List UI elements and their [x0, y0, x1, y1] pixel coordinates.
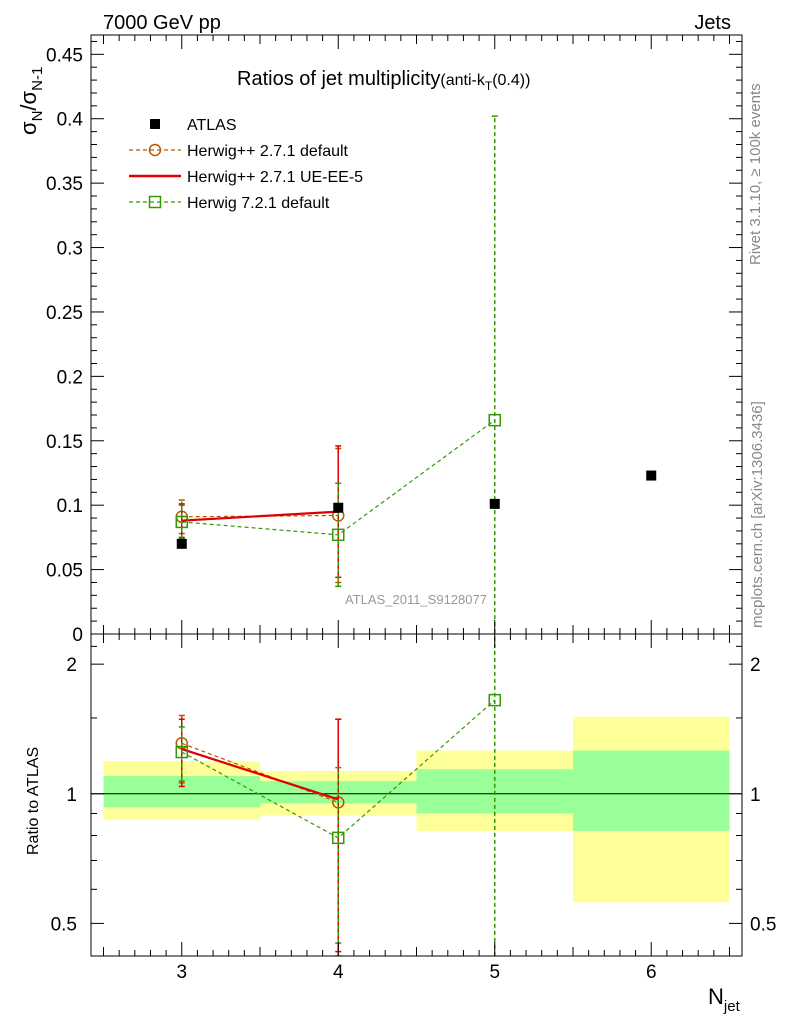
top-y-tick-label: 0.05	[46, 561, 83, 582]
ratio-marker-2-2	[488, 693, 501, 707]
top-marker-3-1	[332, 528, 345, 542]
legend-marker-1	[148, 143, 162, 157]
legend-marker-3	[148, 195, 162, 209]
mcplots-label: mcplots.cern.ch [arXiv:1306.3436]	[749, 401, 766, 628]
x-tick-label: 6	[646, 962, 657, 983]
ratio-y-tick-label: 2	[66, 655, 77, 676]
top-marker-3-0	[175, 515, 189, 529]
top-y-tick-label: 0.1	[57, 496, 83, 517]
ratio-y-tick-label-right: 2	[750, 655, 761, 676]
x-tick-label: 3	[176, 962, 187, 983]
ratio-marker-2-1	[332, 831, 345, 845]
top-y-tick-label: 0.35	[46, 174, 83, 195]
top-series-line-3	[181, 419, 496, 536]
top-y-tick-label: 0	[72, 625, 83, 646]
top-y-tick-label: 0.4	[57, 110, 84, 131]
chart-title: Ratios of jet multiplicity(anti-kT(0.4))	[237, 68, 530, 93]
atlas-data-point-0	[176, 538, 187, 549]
legend-label-1: Herwig++ 2.7.1 default	[187, 143, 349, 160]
ratio-y-label: Ratio to ATLAS	[25, 747, 42, 855]
analysis-watermark: ATLAS_2011_S9128077	[345, 592, 487, 607]
top-y-tick-label: 0.15	[46, 432, 83, 453]
top-y-label: σN/σN-1	[16, 67, 46, 135]
legend-label-2: Herwig++ 2.7.1 UE-EE-5	[187, 169, 363, 186]
legend-label-0: ATLAS	[187, 117, 237, 134]
top-y-tick-label: 0.45	[46, 45, 83, 66]
atlas-data-point-2	[489, 498, 500, 509]
rivet-label: Rivet 3.1.10, ≥ 100k events	[747, 83, 764, 265]
atlas-data-point-3	[646, 470, 657, 481]
top-y-tick-label: 0.25	[46, 303, 83, 324]
ratio-series-line-2	[181, 699, 496, 839]
ratio-series-line-1	[181, 748, 339, 801]
ratio-y-tick-label-right: 1	[750, 785, 761, 806]
ratio-y-tick-label: 1	[66, 785, 77, 806]
band-inner-4	[572, 750, 730, 831]
legend-label-3: Herwig 7.2.1 default	[187, 195, 330, 212]
legend-atlas-marker	[150, 119, 160, 129]
x-tick-label: 4	[333, 962, 344, 983]
ratio-y-tick-label-right: 0.5	[750, 914, 776, 935]
x-tick-label: 5	[489, 962, 500, 983]
header-right: Jets	[694, 12, 731, 34]
header-left: 7000 GeV pp	[103, 12, 221, 34]
top-y-tick-label: 0.2	[57, 367, 83, 388]
top-marker-3-2	[488, 413, 501, 427]
atlas-data-point-1	[333, 502, 344, 513]
ratio-panel-frame	[90, 633, 743, 957]
ratio-y-tick-label: 0.5	[51, 914, 77, 935]
x-axis-label: Njet	[708, 984, 741, 1015]
ratio-marker-2-0	[175, 745, 189, 759]
top-y-tick-label: 0.3	[57, 239, 83, 260]
top-series-line-2	[181, 510, 339, 522]
